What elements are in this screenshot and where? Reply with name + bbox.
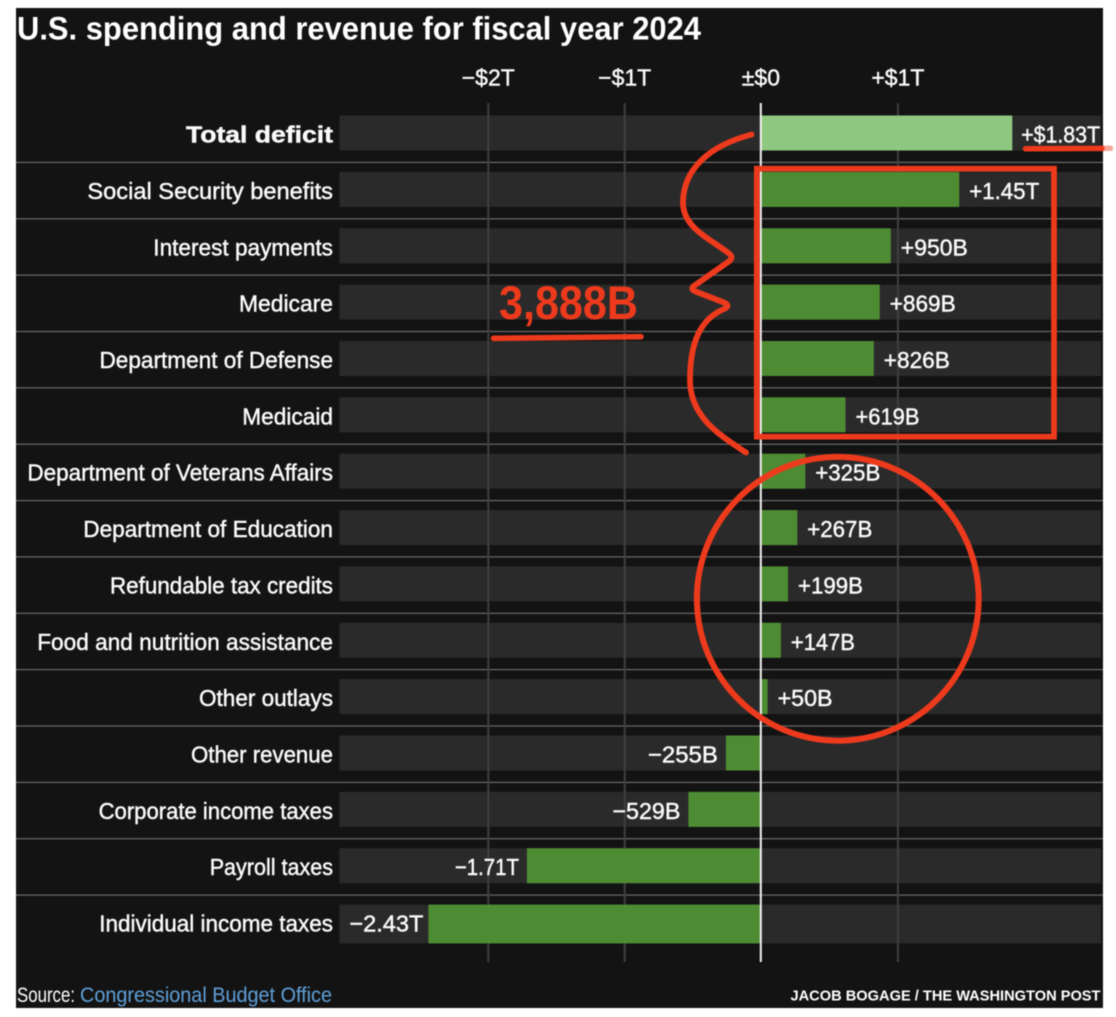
svg-text:Payroll taxes: Payroll taxes <box>210 854 333 880</box>
svg-text:Department of Veterans Affairs: Department of Veterans Affairs <box>27 460 333 486</box>
svg-text:Interest payments: Interest payments <box>153 234 333 260</box>
svg-text:−529B: −529B <box>612 798 680 824</box>
svg-text:Medicaid: Medicaid <box>242 403 333 429</box>
svg-text:+147B: +147B <box>791 629 855 655</box>
svg-text:Food and nutrition assistance: Food and nutrition assistance <box>37 629 333 655</box>
svg-text:−1.71T: −1.71T <box>455 854 519 880</box>
svg-text:Total deficit: Total deficit <box>186 122 333 148</box>
svg-text:Refundable tax credits: Refundable tax credits <box>110 572 333 598</box>
svg-text:+1.45T: +1.45T <box>969 178 1039 204</box>
svg-text:+$1.83T: +$1.83T <box>1021 122 1100 148</box>
svg-text:+826B: +826B <box>884 347 950 373</box>
svg-text:+619B: +619B <box>856 403 920 429</box>
svg-text:Department of Defense: Department of Defense <box>100 347 334 373</box>
svg-text:+325B: +325B <box>815 460 880 486</box>
svg-text:Department of Education: Department of Education <box>83 516 333 542</box>
svg-text:−$2T: −$2T <box>462 64 515 90</box>
svg-text:3,888B: 3,888B <box>499 276 638 329</box>
svg-text:+267B: +267B <box>807 516 872 542</box>
svg-text:+$1T: +$1T <box>871 64 924 90</box>
svg-text:+869B: +869B <box>890 291 956 317</box>
svg-text:Other outlays: Other outlays <box>199 685 333 711</box>
svg-text:Source:: Source: <box>17 984 75 1007</box>
svg-text:−255B: −255B <box>648 742 718 768</box>
svg-text:U.S. spending and revenue for: U.S. spending and revenue for fiscal yea… <box>17 11 701 47</box>
svg-text:+50B: +50B <box>778 685 833 711</box>
svg-text:Congressional Budget Office: Congressional Budget Office <box>80 984 332 1007</box>
svg-text:−2.43T: −2.43T <box>349 911 423 937</box>
svg-text:Other revenue: Other revenue <box>191 742 333 768</box>
svg-text:Individual income taxes: Individual income taxes <box>99 911 333 937</box>
svg-text:−$1T: −$1T <box>598 64 651 90</box>
svg-text:+199B: +199B <box>798 572 863 598</box>
svg-text:Medicare: Medicare <box>239 291 333 317</box>
svg-text:+950B: +950B <box>901 234 968 260</box>
svg-text:Corporate income taxes: Corporate income taxes <box>99 798 333 824</box>
svg-text:Social Security benefits: Social Security benefits <box>87 178 333 204</box>
svg-text:JACOB BOGAGE / THE WASHINGTON: JACOB BOGAGE / THE WASHINGTON POST <box>791 988 1101 1005</box>
svg-text:±$0: ±$0 <box>742 64 780 90</box>
